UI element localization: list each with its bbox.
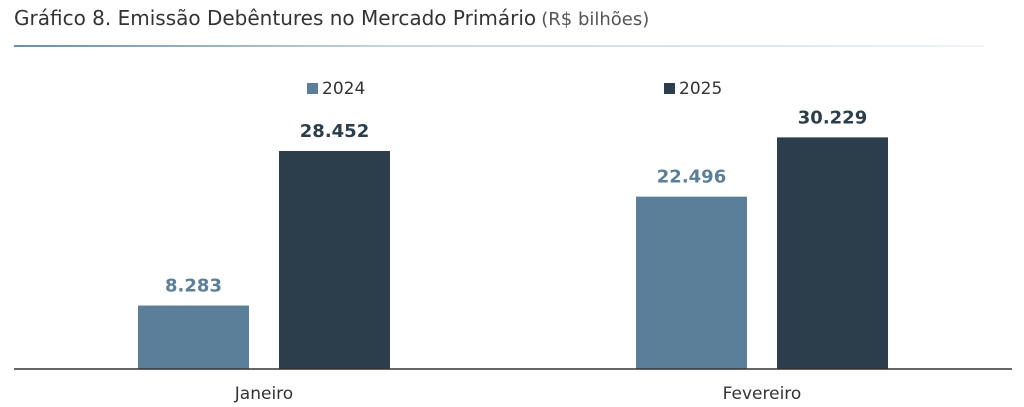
legend-swatch-2024 — [307, 83, 318, 94]
data-label-2024-fevereiro: 22.496 — [657, 167, 726, 188]
legend-swatch-2025 — [664, 83, 675, 94]
bar-2025-fevereiro — [777, 137, 888, 369]
legend-label-2025: 2025 — [679, 79, 722, 99]
bar-2024-janeiro — [138, 305, 249, 369]
bar-2024-fevereiro — [636, 196, 747, 369]
data-label-2025-fevereiro: 30.229 — [798, 107, 867, 128]
legend-label-2024: 2024 — [322, 79, 365, 99]
data-label-2025-janeiro: 28.452 — [300, 121, 369, 142]
chart-title-main: Gráfico 8. Emissão Debêntures no Mercado… — [14, 6, 537, 30]
bar-2025-janeiro — [279, 151, 390, 369]
data-label-2024-janeiro: 8.283 — [165, 276, 222, 297]
title-divider — [14, 45, 984, 47]
chart-title: Gráfico 8. Emissão Debêntures no Mercado… — [14, 6, 649, 30]
x-tick-label-fevereiro: Fevereiro — [723, 384, 802, 404]
x-tick-label-janeiro: Janeiro — [234, 384, 293, 404]
chart-title-unit: (R$ bilhões) — [541, 9, 650, 30]
